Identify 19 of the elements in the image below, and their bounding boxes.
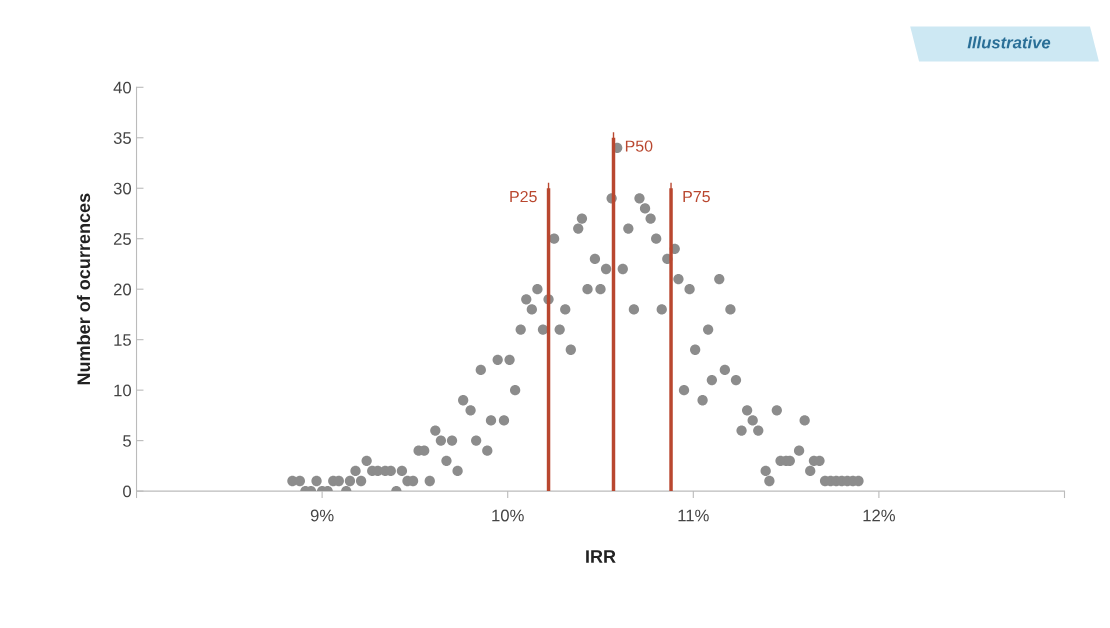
y-tick-label: 25 <box>113 233 131 245</box>
x-tick-label: 12% <box>863 509 895 522</box>
legend-label: P50 <box>625 140 653 152</box>
y-tick-label: 5 <box>123 435 131 447</box>
legend-label: P25 <box>510 190 537 203</box>
legend-label: P75 <box>683 191 710 203</box>
text: Illustrative <box>967 36 1051 49</box>
y-tick-label: 40 <box>113 81 132 94</box>
y-tick-label: 15 <box>114 334 131 346</box>
x-tick-label: 11% <box>678 509 709 522</box>
y-axis-title: Number of ocurrences <box>76 193 91 385</box>
y-tick-label: 0 <box>123 485 132 498</box>
y-tick-label: 35 <box>113 132 131 144</box>
y-tick-label: 20 <box>113 283 132 296</box>
y-tick-label: 10 <box>114 384 132 397</box>
x-tick-label: 10% <box>492 509 524 522</box>
x-tick-label: 9% <box>310 509 334 522</box>
x-axis-title: IRR <box>586 550 616 563</box>
y-tick-label: 30 <box>113 182 132 195</box>
